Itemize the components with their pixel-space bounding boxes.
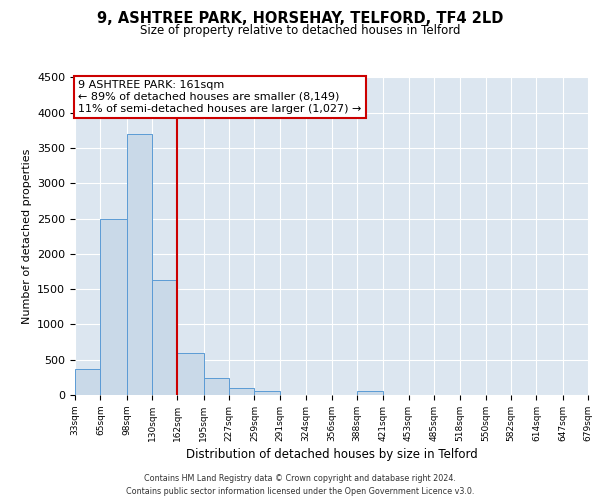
Text: 9, ASHTREE PARK, HORSEHAY, TELFORD, TF4 2LD: 9, ASHTREE PARK, HORSEHAY, TELFORD, TF4 … bbox=[97, 11, 503, 26]
Text: Contains HM Land Registry data © Crown copyright and database right 2024.
Contai: Contains HM Land Registry data © Crown c… bbox=[126, 474, 474, 496]
Text: 9 ASHTREE PARK: 161sqm
← 89% of detached houses are smaller (8,149)
11% of semi-: 9 ASHTREE PARK: 161sqm ← 89% of detached… bbox=[78, 80, 362, 114]
Bar bbox=[229, 388, 254, 395]
Bar bbox=[254, 391, 280, 395]
Bar bbox=[178, 352, 203, 395]
Bar bbox=[75, 368, 100, 395]
X-axis label: Distribution of detached houses by size in Telford: Distribution of detached houses by size … bbox=[185, 448, 478, 461]
Bar bbox=[100, 218, 127, 395]
Y-axis label: Number of detached properties: Number of detached properties bbox=[22, 148, 32, 324]
Text: Size of property relative to detached houses in Telford: Size of property relative to detached ho… bbox=[140, 24, 460, 37]
Bar bbox=[203, 378, 229, 395]
Bar bbox=[357, 392, 383, 395]
Bar bbox=[127, 134, 152, 395]
Bar bbox=[152, 280, 178, 395]
